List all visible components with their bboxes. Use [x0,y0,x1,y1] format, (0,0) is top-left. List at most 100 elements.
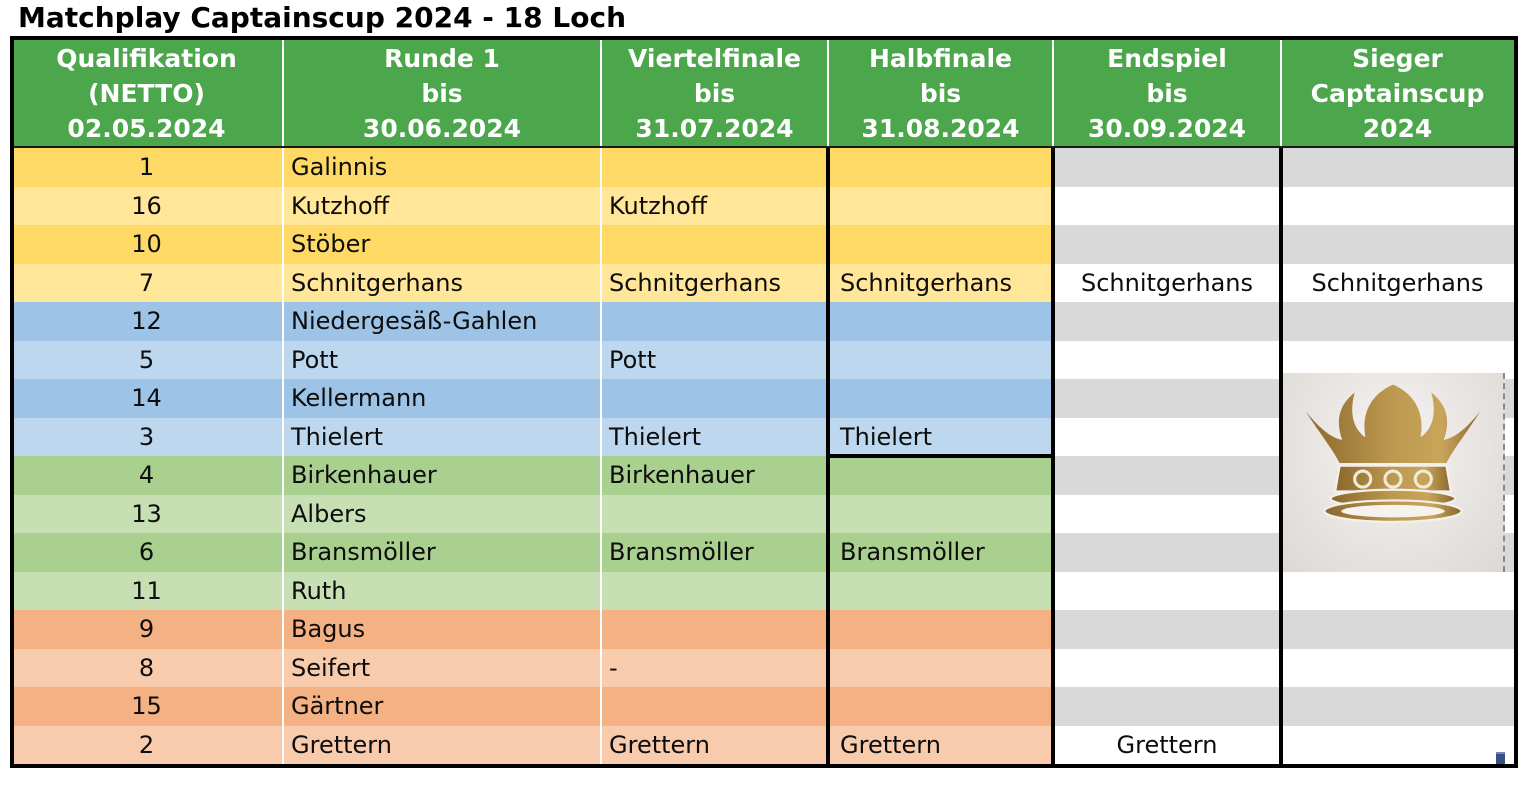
cell-seed-row16[interactable]: 2 [10,725,283,764]
cell-seed-row14[interactable]: 8 [10,648,283,687]
cell-runde1-row15[interactable]: Gärtner [283,687,609,726]
cell-runde1-row14[interactable]: Seifert [283,648,609,687]
header-viertelfinale[interactable]: Viertelfinale bis 31.07.2024 [601,40,828,146]
cell-halbfinale-row16[interactable]: Grettern [828,725,1065,764]
selection-handle[interactable] [1496,752,1505,764]
cell-viertelfinale-row8[interactable]: Thielert [601,417,836,456]
cell-runde1-row12[interactable]: Ruth [283,571,609,610]
cell-endspiel-row13[interactable] [1053,610,1281,649]
cell-viertelfinale-row15[interactable] [601,687,836,726]
cell-endspiel-row8[interactable] [1053,417,1281,456]
cell-runde1-row13[interactable]: Bagus [283,610,609,649]
cell-sieger-row4[interactable]: Schnitgerhans [1281,263,1514,302]
cell-seed-row5[interactable]: 12 [10,302,283,341]
cell-halbfinale-row9[interactable] [828,456,1065,495]
header-divider [827,40,829,146]
cell-endspiel-row16[interactable]: Grettern [1053,725,1281,764]
cell-seed-row10[interactable]: 13 [10,494,283,533]
cell-halbfinale-row7[interactable] [828,379,1065,418]
cell-viertelfinale-row1[interactable] [601,148,836,187]
header-seed[interactable]: Qualifikation (NETTO) 02.05.2024 [10,40,283,146]
cell-runde1-row9[interactable]: Birkenhauer [283,456,609,495]
cell-halbfinale-row10[interactable] [828,494,1065,533]
header-sieger[interactable]: Sieger Captainscup 2024 [1281,40,1514,146]
header-runde1[interactable]: Runde 1 bis 30.06.2024 [283,40,601,146]
cell-endspiel-row12[interactable] [1053,571,1281,610]
cell-viertelfinale-row5[interactable] [601,302,836,341]
cell-sieger-row15[interactable] [1281,687,1514,726]
cell-viertelfinale-row2[interactable]: Kutzhoff [601,186,836,225]
cell-sieger-row3[interactable] [1281,225,1514,264]
header-halbfinale[interactable]: Halbfinale bis 31.08.2024 [828,40,1053,146]
cell-halbfinale-row13[interactable] [828,610,1065,649]
cell-endspiel-row9[interactable] [1053,456,1281,495]
cell-runde1-row1[interactable]: Galinnis [283,148,609,187]
cell-halbfinale-row5[interactable] [828,302,1065,341]
cell-viertelfinale-row12[interactable] [601,571,836,610]
cell-endspiel-row14[interactable] [1053,648,1281,687]
cell-endspiel-row5[interactable] [1053,302,1281,341]
cell-seed-row3[interactable]: 10 [10,225,283,264]
cell-viertelfinale-row6[interactable]: Pott [601,340,836,379]
cell-viertelfinale-row14[interactable]: - [601,648,836,687]
cell-runde1-row8[interactable]: Thielert [283,417,609,456]
cell-halbfinale-row8[interactable]: Thielert [828,417,1065,456]
cell-sieger-row13[interactable] [1281,610,1514,649]
cell-seed-row2[interactable]: 16 [10,186,283,225]
cell-seed-row4[interactable]: 7 [10,263,283,302]
cell-sieger-row12[interactable] [1281,571,1514,610]
cell-runde1-row10[interactable]: Albers [283,494,609,533]
cell-endspiel-row7[interactable] [1053,379,1281,418]
cell-halbfinale-row12[interactable] [828,571,1065,610]
cell-seed-row6[interactable]: 5 [10,340,283,379]
cell-seed-row8[interactable]: 3 [10,417,283,456]
cell-sieger-row14[interactable] [1281,648,1514,687]
cell-runde1-row11[interactable]: Bransmöller [283,533,609,572]
cell-viertelfinale-row10[interactable] [601,494,836,533]
cell-sieger-row1[interactable] [1281,148,1514,187]
cell-seed-row12[interactable]: 11 [10,571,283,610]
cell-halbfinale-row14[interactable] [828,648,1065,687]
cell-sieger-row6[interactable] [1281,340,1514,379]
cell-seed-row7[interactable]: 14 [10,379,283,418]
cell-halbfinale-row4[interactable]: Schnitgerhans [828,263,1065,302]
cell-halbfinale-row11[interactable]: Bransmöller [828,533,1065,572]
cell-halbfinale-row1[interactable] [828,148,1065,187]
cell-endspiel-row3[interactable] [1053,225,1281,264]
cell-seed-row11[interactable]: 6 [10,533,283,572]
cell-viertelfinale-row3[interactable] [601,225,836,264]
cell-endspiel-row15[interactable] [1053,687,1281,726]
cell-runde1-row5[interactable]: Niedergesäß-Gahlen [283,302,609,341]
cell-runde1-row3[interactable]: Stöber [283,225,609,264]
header-endspiel[interactable]: Endspiel bis 30.09.2024 [1053,40,1281,146]
cell-runde1-row7[interactable]: Kellermann [283,379,609,418]
cell-endspiel-row10[interactable] [1053,494,1281,533]
cell-endspiel-row6[interactable] [1053,340,1281,379]
cell-runde1-row6[interactable]: Pott [283,340,609,379]
cell-seed-row1[interactable]: 1 [10,148,283,187]
cell-viertelfinale-row9[interactable]: Birkenhauer [601,456,836,495]
cell-viertelfinale-row4[interactable]: Schnitgerhans [601,263,836,302]
cell-halbfinale-row2[interactable] [828,186,1065,225]
cell-sieger-row16[interactable] [1281,725,1514,764]
cell-halbfinale-row6[interactable] [828,340,1065,379]
cell-endspiel-row1[interactable] [1053,148,1281,187]
cell-halbfinale-row3[interactable] [828,225,1065,264]
cell-runde1-row2[interactable]: Kutzhoff [283,186,609,225]
cell-viertelfinale-row7[interactable] [601,379,836,418]
cell-halbfinale-row15[interactable] [828,687,1065,726]
cell-seed-row13[interactable]: 9 [10,610,283,649]
cell-viertelfinale-row11[interactable]: Bransmöller [601,533,836,572]
winner-image[interactable] [1283,373,1505,572]
cell-seed-row9[interactable]: 4 [10,456,283,495]
cell-sieger-row2[interactable] [1281,186,1514,225]
cell-viertelfinale-row13[interactable] [601,610,836,649]
cell-seed-row15[interactable]: 15 [10,687,283,726]
cell-endspiel-row2[interactable] [1053,186,1281,225]
cell-endspiel-row11[interactable] [1053,533,1281,572]
cell-runde1-row4[interactable]: Schnitgerhans [283,263,609,302]
cell-endspiel-row4[interactable]: Schnitgerhans [1053,263,1281,302]
cell-sieger-row5[interactable] [1281,302,1514,341]
cell-runde1-row16[interactable]: Grettern [283,725,609,764]
cell-viertelfinale-row16[interactable]: Grettern [601,725,836,764]
